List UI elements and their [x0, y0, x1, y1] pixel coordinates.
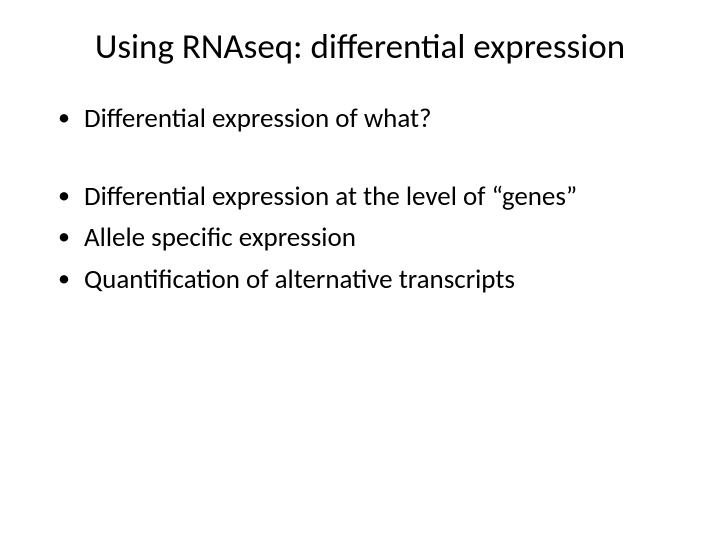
- bullet-item: Differential expression at the level of …: [56, 180, 670, 215]
- slide-body: Differential expression of what? Differe…: [50, 102, 670, 297]
- bullet-item: Allele specific expression: [56, 221, 670, 256]
- bullet-item: Quantification of alternative transcript…: [56, 263, 670, 298]
- bullet-group-1: Differential expression of what?: [56, 102, 670, 137]
- slide: Using RNAseq: differential expression Di…: [0, 0, 720, 540]
- bullet-group-2: Differential expression at the level of …: [56, 180, 670, 298]
- group-gap: [56, 144, 670, 180]
- bullet-item: Differential expression of what?: [56, 102, 670, 137]
- slide-title: Using RNAseq: differential expression: [50, 26, 670, 68]
